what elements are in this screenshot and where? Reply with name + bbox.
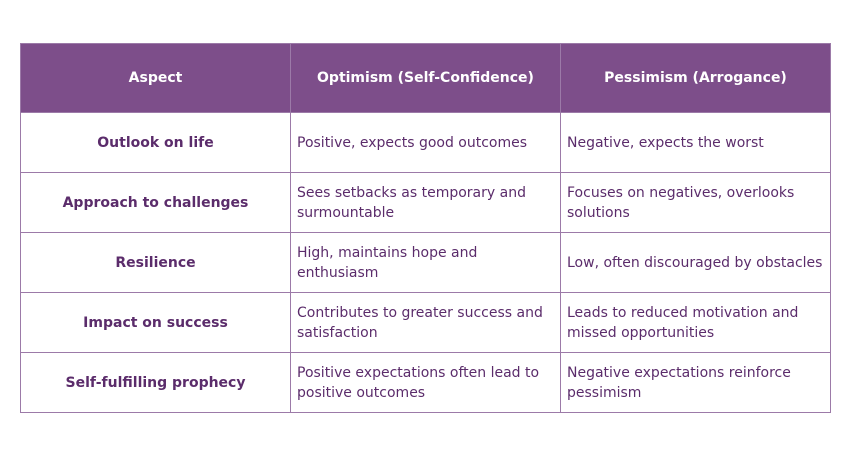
- comparison-table: Aspect Optimism (Self-Confidence) Pessim…: [20, 43, 831, 413]
- optimism-cell: Positive expectations often lead to posi…: [290, 352, 561, 413]
- table-row: Impact on success Contributes to greater …: [20, 292, 831, 353]
- pessimism-cell: Negative expectations reinforce pessimis…: [560, 352, 831, 413]
- header-optimism: Optimism (Self-Confidence): [290, 43, 561, 113]
- header-pessimism: Pessimism (Arrogance): [560, 43, 831, 113]
- optimism-cell: Contributes to greater success and satis…: [290, 292, 561, 353]
- pessimism-cell: Leads to reduced motivation and missed o…: [560, 292, 831, 353]
- aspect-cell: Resilience: [20, 232, 291, 293]
- aspect-cell: Approach to challenges: [20, 172, 291, 233]
- header-row: Aspect Optimism (Self-Confidence) Pessim…: [20, 43, 831, 113]
- pessimism-cell: Negative, expects the worst: [560, 112, 831, 173]
- table-row: Outlook on life Positive, expects good ou…: [20, 112, 831, 173]
- header-aspect: Aspect: [20, 43, 291, 113]
- table-row: Self-fulfilling prophecy Positive expecta…: [20, 352, 831, 413]
- table-row: Resilience High, maintains hope and enthu…: [20, 232, 831, 293]
- pessimism-cell: Low, often discouraged by obstacles: [560, 232, 831, 293]
- pessimism-cell: Focuses on negatives, overlooks solution…: [560, 172, 831, 233]
- aspect-cell: Outlook on life: [20, 112, 291, 173]
- optimism-cell: High, maintains hope and enthusiasm: [290, 232, 561, 293]
- optimism-cell: Sees setbacks as temporary and surmounta…: [290, 172, 561, 233]
- table-row: Approach to challenges Sees setbacks as t…: [20, 172, 831, 233]
- aspect-cell: Self-fulfilling prophecy: [20, 352, 291, 413]
- optimism-cell: Positive, expects good outcomes: [290, 112, 561, 173]
- aspect-cell: Impact on success: [20, 292, 291, 353]
